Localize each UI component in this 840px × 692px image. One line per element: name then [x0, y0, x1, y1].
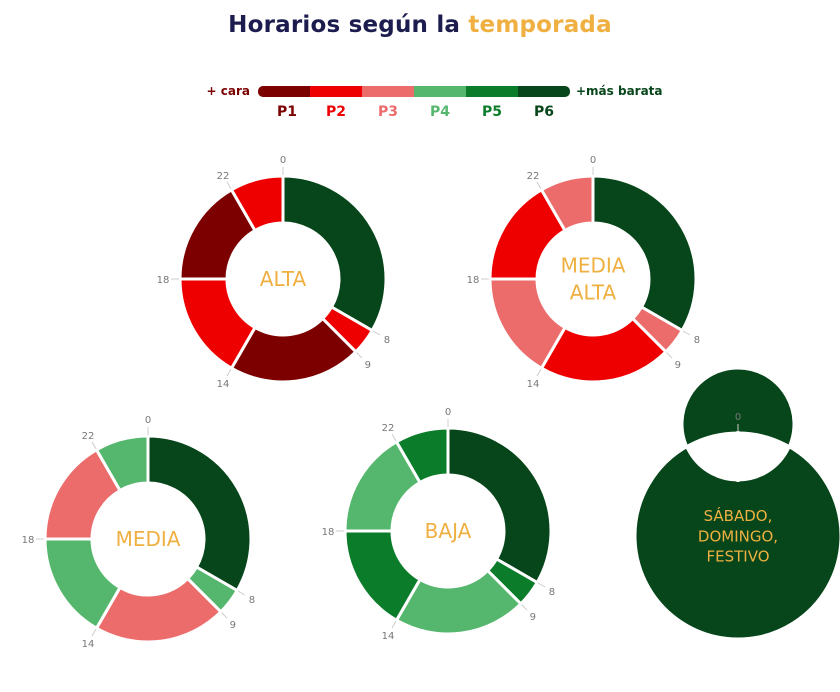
title-main: Horarios según la	[228, 12, 469, 38]
tick-label: 9	[365, 360, 371, 371]
legend-swatch-cap-fill	[518, 86, 562, 97]
tick-label: 18	[157, 275, 170, 286]
donut-segment-p6	[281, 174, 388, 333]
tick-label: 9	[675, 360, 681, 371]
tick-label: 14	[382, 631, 395, 642]
donut-center-label: BAJA	[425, 519, 472, 543]
tick-label: 8	[549, 587, 555, 598]
tick-label: 14	[82, 639, 95, 650]
chart-title: Horarios según la temporada	[0, 12, 840, 38]
tick-label: 0	[445, 407, 451, 418]
legend-swatch-p2	[310, 86, 362, 97]
donut-center-label: MEDIA	[116, 527, 181, 551]
tick-mark	[521, 604, 528, 611]
tick-mark	[682, 330, 691, 336]
donut-center-label: DOMINGO,	[698, 527, 778, 545]
tick-mark	[91, 441, 97, 450]
donut-center-label: FESTIVO	[706, 548, 769, 566]
tick-mark	[391, 620, 397, 629]
tick-mark	[391, 433, 397, 442]
donut-segment-p2	[229, 174, 285, 233]
legend-label-p5: P5	[482, 104, 502, 120]
tick-label: 14	[217, 379, 230, 390]
tick-mark	[221, 612, 228, 619]
legend-label-p3: P3	[378, 104, 398, 120]
donut-chart-5: 0 SÁBADO, DOMINGO, FESTIVO	[633, 366, 840, 641]
legend-swatch-p4	[414, 86, 466, 97]
donut-chart-4: 0 8 9 14 18 22 BAJA	[322, 407, 555, 642]
legend-swatch-p5	[466, 86, 518, 97]
tick-label: 18	[467, 275, 480, 286]
tick-mark	[91, 628, 97, 637]
tick-label: 0	[590, 155, 596, 166]
donut-segment-p5	[394, 426, 450, 485]
donut-center-label: ALTA	[260, 267, 307, 291]
donut-center-label: SÁBADO,	[704, 506, 773, 525]
donut-segment-p6	[146, 434, 253, 593]
tick-label: 8	[694, 335, 700, 346]
tick-mark	[356, 352, 363, 359]
donut-segment-p6	[446, 426, 553, 585]
tick-label: 8	[249, 595, 255, 606]
tick-label: 22	[82, 431, 95, 442]
donut-chart-2: 0 8 9 14 18 22 MEDIA ALTA	[467, 155, 700, 390]
legend-label-p6: P6	[534, 104, 554, 120]
legend-label-p2: P2	[326, 104, 346, 120]
tick-label: 9	[230, 620, 236, 631]
legend-label-p4: P4	[430, 104, 450, 120]
tick-label: 22	[527, 171, 540, 182]
tick-mark	[237, 590, 246, 596]
legend-swatch-cap-fill	[266, 86, 310, 97]
donut-center-label: ALTA	[570, 281, 617, 305]
tick-label: 18	[322, 527, 335, 538]
tick-label: 8	[384, 335, 390, 346]
donut-chart-3: 0 8 9 14 18 22 MEDIA	[22, 415, 255, 650]
tick-label: 0	[145, 415, 151, 426]
legend-label-p1: P1	[277, 104, 297, 120]
tick-label: 0	[735, 412, 741, 423]
tick-label: 22	[382, 423, 395, 434]
donut-chart-1: 0 8 9 14 18 22 ALTA	[157, 155, 390, 390]
legend-right-label: +más barata	[576, 84, 663, 98]
tick-mark	[226, 181, 232, 190]
donut-segment-p4	[94, 434, 150, 493]
donut-charts: 0 8 9 14 18 22 ALTA 0 8 9 14 18 22 MEDIA ALTA 0 8 9 14 18 22…	[22, 155, 840, 650]
tick-mark	[536, 181, 542, 190]
title-highlight: temporada	[468, 12, 612, 38]
legend-swatch-p3	[362, 86, 414, 97]
donut-segment-p6	[591, 174, 698, 333]
tick-label: 14	[527, 379, 540, 390]
tick-mark	[226, 368, 232, 377]
donut-segment-p3	[539, 174, 595, 233]
tick-mark	[537, 582, 546, 588]
tick-mark	[372, 330, 381, 336]
tick-label: 9	[530, 612, 536, 623]
donut-center-label: MEDIA	[561, 254, 626, 278]
tick-mark	[666, 352, 673, 359]
legend-left-label: + cara	[207, 84, 250, 98]
tick-mark	[536, 368, 542, 377]
tick-label: 22	[217, 171, 230, 182]
legend: + cara P1 P2 P3 P4 P5 P6 +más barata	[207, 84, 663, 120]
donut-segment-p6	[633, 366, 840, 641]
tick-label: 0	[280, 155, 286, 166]
tick-label: 18	[22, 535, 35, 546]
